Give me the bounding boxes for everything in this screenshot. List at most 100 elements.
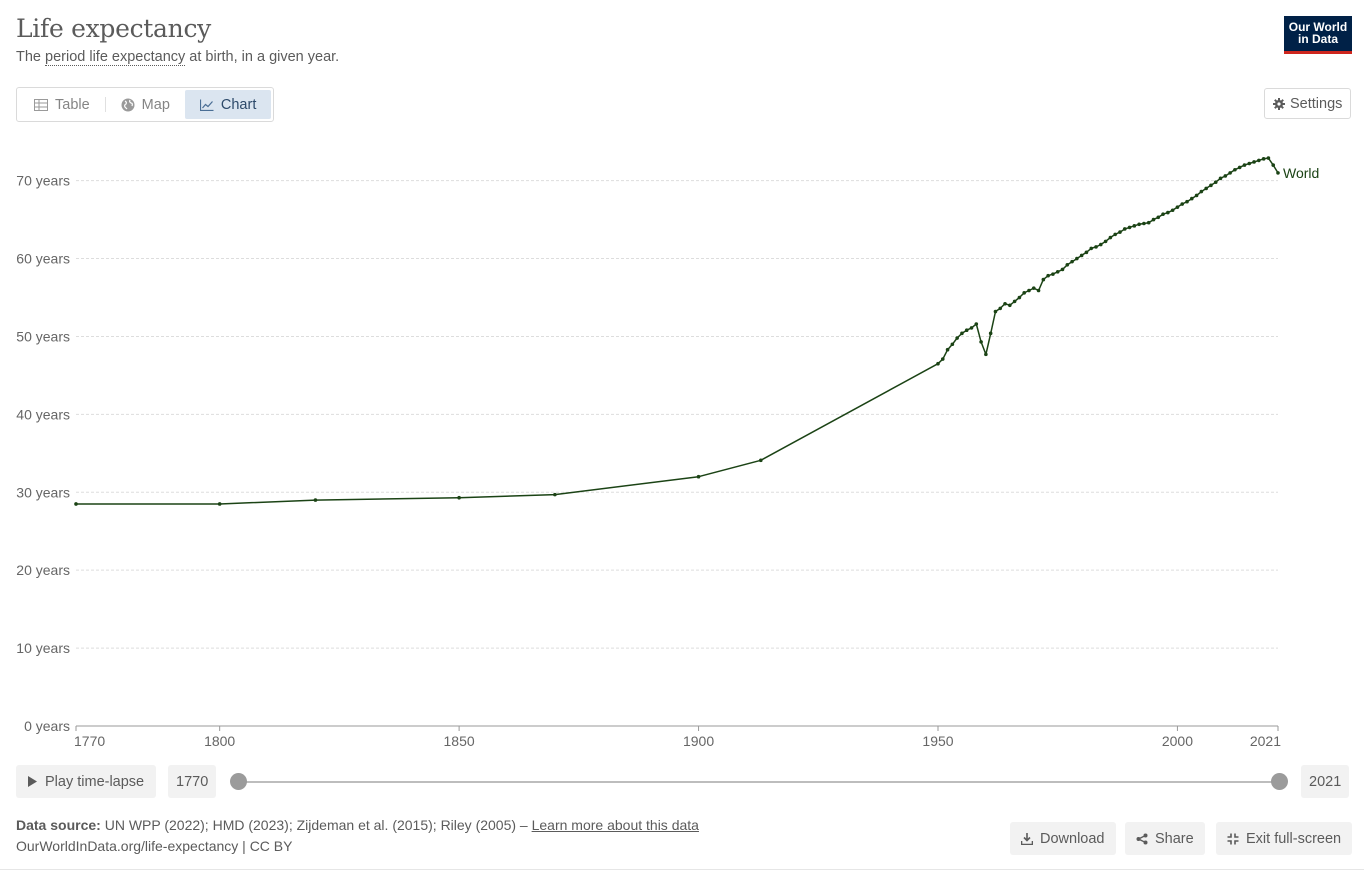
data-point (1008, 303, 1012, 308)
learn-more-link[interactable]: Learn more about this data (531, 817, 699, 833)
data-point (1261, 157, 1266, 161)
bottom-divider (0, 869, 1364, 870)
data-point (1099, 242, 1103, 247)
download-icon (1021, 832, 1033, 845)
data-point (1252, 160, 1256, 164)
data-point (1017, 295, 1022, 300)
data-point (1142, 221, 1146, 226)
play-icon (28, 776, 37, 787)
period-life-expectancy-link[interactable]: period life expectancy (45, 49, 186, 66)
source-text: UN WPP (2022); HMD (2023); Zijdeman et a… (100, 817, 532, 833)
data-point (1003, 301, 1007, 306)
data-point (1257, 158, 1261, 163)
data-point (1151, 217, 1156, 222)
data-point (1242, 163, 1247, 167)
logo-line-2: in Data (1297, 32, 1338, 46)
data-point (998, 306, 1003, 311)
data-point (1228, 171, 1232, 175)
data-point (1161, 212, 1165, 216)
share-label: Share (1155, 830, 1194, 847)
data-point (1156, 215, 1161, 220)
data-point (1108, 235, 1113, 240)
data-point (553, 492, 557, 497)
data-point (313, 498, 318, 502)
exit-fullscreen-label: Exit full-screen (1246, 830, 1342, 847)
source-label: Data source: (16, 817, 101, 833)
end-year-handle[interactable] (1271, 773, 1288, 790)
data-point (1084, 250, 1089, 255)
download-label: Download (1040, 830, 1105, 847)
owid-logo[interactable]: Our World in Data (1284, 16, 1352, 54)
data-point (984, 352, 988, 357)
end-year-box[interactable]: 2021 (1301, 765, 1350, 798)
table-icon (34, 98, 48, 111)
data-point (960, 331, 964, 336)
x-tick-label: 1900 (683, 733, 714, 749)
download-button[interactable]: Download (1010, 822, 1116, 855)
data-point (1276, 171, 1280, 175)
tab-chart-label: Chart (220, 96, 257, 113)
start-year-box[interactable]: 1770 (168, 765, 217, 798)
data-point (979, 340, 983, 344)
line-chart-icon (199, 99, 214, 111)
url-license[interactable]: OurWorldInData.org/life-expectancy | CC … (16, 838, 293, 854)
globe-icon (121, 98, 135, 112)
data-point (1190, 196, 1194, 201)
data-point (940, 357, 945, 361)
exit-fullscreen-button[interactable]: Exit full-screen (1216, 822, 1353, 855)
data-point (1218, 176, 1223, 181)
data-point (1036, 288, 1041, 293)
data-point (1031, 286, 1036, 290)
data-point (950, 342, 955, 347)
settings-label: Settings (1290, 95, 1343, 112)
series-line-world (76, 157, 1279, 505)
data-point (74, 502, 78, 506)
x-tick-label: 2021 (1250, 733, 1281, 749)
data-point (1204, 186, 1208, 191)
data-point (1132, 224, 1137, 228)
data-point (1118, 230, 1122, 234)
share-icon (1136, 833, 1148, 845)
data-point (1137, 222, 1141, 227)
logo-line-1: Our World (1288, 20, 1348, 34)
data-point (1094, 245, 1098, 249)
data-source: Data source: UN WPP (2022); HMD (2023); … (16, 815, 699, 857)
data-point (1233, 167, 1237, 172)
y-tick-label: 60 years (16, 251, 70, 267)
y-axis: 0 years 10 years 20 years 30 years 40 years 5… (16, 173, 70, 734)
data-point (1122, 227, 1127, 231)
data-point (1166, 210, 1170, 215)
data-point (759, 458, 763, 463)
series-world: World (74, 156, 1319, 506)
data-point (1127, 225, 1132, 230)
data-point (1012, 299, 1017, 304)
data-point (1209, 183, 1213, 188)
share-button[interactable]: Share (1125, 822, 1205, 855)
data-point (1070, 259, 1074, 264)
data-point (1041, 277, 1046, 282)
data-point (1079, 253, 1084, 258)
data-point (1113, 232, 1117, 237)
tab-map-label: Map (141, 96, 170, 113)
timeline-slider-track[interactable] (239, 781, 1280, 783)
tab-map[interactable]: Map (106, 90, 185, 119)
series-label-world: World (1283, 165, 1319, 181)
source-line: Data source: UN WPP (2022); HMD (2023); … (16, 815, 699, 836)
play-timelapse-label: Play time-lapse (45, 773, 145, 790)
data-point (1103, 239, 1108, 244)
play-timelapse-button[interactable]: Play time-lapse (16, 765, 157, 798)
y-tick-label: 0 years (24, 718, 70, 734)
y-tick-label: 70 years (16, 173, 70, 189)
tab-chart[interactable]: Chart (184, 90, 272, 119)
data-point (936, 361, 940, 366)
tab-table[interactable]: Table (19, 90, 105, 119)
start-year-handle[interactable] (230, 773, 247, 790)
chart-subtitle: The period life expectancy at birth, in … (16, 49, 339, 66)
data-point (1075, 256, 1079, 261)
line-chart: 0 years 10 years 20 years 30 years 40 years 5… (16, 156, 1319, 749)
data-point (1175, 205, 1180, 209)
settings-button[interactable]: Settings (1264, 88, 1352, 119)
data-point (945, 347, 950, 352)
x-axis: 1770 1800 1850 1900 1950 2000 2021 (74, 725, 1281, 749)
data-point (1247, 161, 1252, 166)
